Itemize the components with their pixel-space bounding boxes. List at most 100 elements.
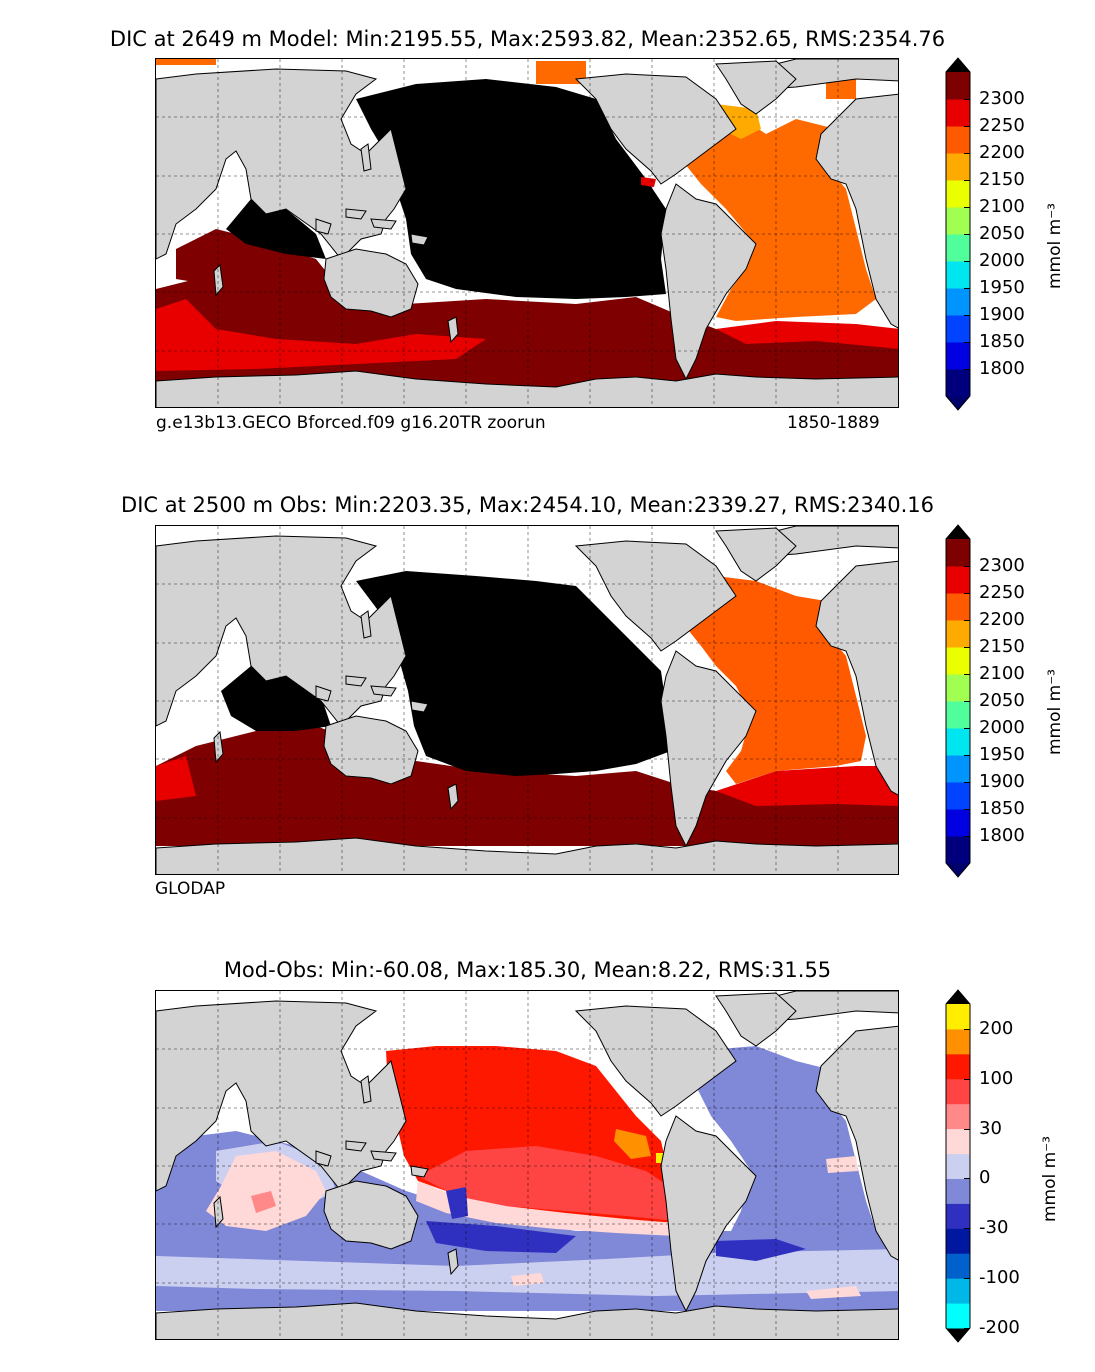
colorbar-tick-mark	[964, 234, 970, 235]
colorbar-tick-label: 2200	[979, 609, 1025, 630]
colorbar-segment	[946, 369, 970, 397]
diff-panel-title: Mod-Obs: Min:-60.08, Max:185.30, Mean:8.…	[223, 958, 832, 982]
colorbar-border	[945, 524, 971, 878]
colorbar-segment	[946, 1103, 970, 1130]
colorbar-tick-mark	[964, 315, 970, 316]
colorbar-segment	[946, 234, 970, 262]
colorbar-tick-mark	[964, 1028, 970, 1030]
model-caption-right: 1850-1889	[787, 413, 880, 433]
diff-map	[155, 990, 899, 1340]
colorbar-tick-label: 1950	[979, 744, 1025, 765]
model-pacific	[356, 79, 666, 299]
model-atlantic	[671, 99, 876, 321]
colorbar-tick-mark	[964, 647, 970, 648]
colorbar-segment	[946, 342, 970, 370]
colorbar-segment	[946, 1228, 970, 1254]
colorbar-segment	[946, 1178, 970, 1204]
colorbar-tick-mark	[964, 728, 970, 729]
colorbar-extend-high	[946, 525, 970, 539]
colorbar-tick-mark	[964, 1128, 970, 1130]
colorbar-segment	[946, 261, 970, 289]
colorbar-tick-mark	[964, 836, 970, 837]
colorbar-segment	[946, 701, 970, 729]
colorbar-tick-label: 1800	[979, 825, 1025, 846]
colorbar-segment	[946, 72, 970, 100]
colorbar-tick-mark	[964, 1328, 970, 1329]
diff-colorbar-svg	[945, 989, 971, 1343]
model-colorbar-unit: mmol m⁻³	[1045, 203, 1065, 289]
colorbar-tick-label: -100	[979, 1267, 1020, 1289]
colorbar-extend-high	[946, 990, 970, 1004]
colorbar-tick-label: 2000	[979, 717, 1025, 738]
colorbar-tick-mark	[964, 126, 970, 127]
colorbar-tick-label: 1800	[979, 358, 1025, 379]
model-panel-title: DIC at 2649 m Model: Min:2195.55, Max:25…	[109, 27, 946, 51]
diff-orange	[614, 1129, 651, 1159]
colorbar-extend-low	[946, 863, 970, 877]
obs-pacific	[356, 571, 671, 776]
obs-panel-title: DIC at 2500 m Obs: Min:2203.35, Max:2454…	[121, 493, 934, 517]
colorbar-tick-label: 2200	[979, 142, 1025, 163]
colorbar-segment	[946, 1253, 970, 1279]
obs-colorbar-unit: mmol m⁻³	[1045, 669, 1065, 755]
colorbar-segment	[946, 566, 970, 594]
colorbar-tick-label: 100	[979, 1067, 1014, 1089]
colorbar-segment	[946, 647, 970, 675]
colorbar-tick-mark	[964, 620, 970, 621]
colorbar-tick-mark	[964, 1078, 970, 1080]
colorbar-tick-mark	[964, 180, 970, 181]
colorbar-tick-mark	[964, 593, 970, 594]
colorbar-tick-label: 30	[979, 1117, 1002, 1139]
colorbar-tick-mark	[964, 1178, 970, 1180]
colorbar-segment	[946, 1078, 970, 1105]
colorbar-segment	[946, 1203, 970, 1229]
colorbar-tick-label: 2000	[979, 250, 1025, 271]
colorbar-tick-label: 2250	[979, 115, 1025, 136]
colorbar-tick-label: 1850	[979, 798, 1025, 819]
colorbar-tick-mark	[964, 809, 970, 810]
colorbar-segment	[946, 755, 970, 783]
colorbar-segment	[946, 153, 970, 181]
colorbar-border	[945, 57, 971, 411]
colorbar-tick-mark	[964, 153, 970, 154]
colorbar-tick-label: 2300	[979, 555, 1025, 576]
model-caption-left: g.e13b13.GECO Bforced.f09 g16.20TR zooru…	[156, 413, 546, 433]
colorbar-segment	[946, 207, 970, 235]
colorbar-tick-mark	[964, 566, 970, 567]
colorbar-segment	[946, 674, 970, 702]
colorbar-tick-label: 2050	[979, 690, 1025, 711]
colorbar-tick-mark	[964, 1228, 970, 1230]
colorbar-segment	[946, 728, 970, 756]
colorbar-segment	[946, 539, 970, 567]
colorbar-tick-label: 2300	[979, 88, 1025, 109]
colorbar-tick-mark	[964, 342, 970, 343]
colorbar-tick-label: 1900	[979, 771, 1025, 792]
colorbar-segment	[946, 99, 970, 127]
colorbar-segment	[946, 180, 970, 208]
colorbar-tick-mark	[964, 99, 970, 100]
colorbar-segment	[946, 1153, 970, 1179]
colorbar-border	[945, 989, 971, 1343]
colorbar-segment	[946, 126, 970, 154]
colorbar-tick-mark	[964, 207, 970, 208]
diff-colorbar-unit: mmol m⁻³	[1040, 1136, 1060, 1222]
colorbar-segment	[946, 315, 970, 343]
colorbar-tick-mark	[964, 782, 970, 783]
colorbar-tick-label: 2150	[979, 636, 1025, 657]
colorbar-tick-mark	[964, 288, 970, 289]
model-colorbar	[945, 57, 971, 411]
model-colorbar-svg	[945, 57, 971, 411]
obs-colorbar	[945, 524, 971, 878]
colorbar-tick-label: 1850	[979, 331, 1025, 352]
diff-dark-blue	[426, 1221, 576, 1253]
colorbar-segment	[946, 836, 970, 864]
colorbar-tick-label: 200	[979, 1017, 1014, 1039]
obs-map	[155, 525, 899, 875]
colorbar-tick-label: 2100	[979, 196, 1025, 217]
colorbar-segment	[946, 782, 970, 810]
colorbar-segment	[946, 1128, 970, 1155]
colorbar-tick-label: -200	[979, 1317, 1020, 1338]
colorbar-tick-label: 2250	[979, 582, 1025, 603]
colorbar-segment	[946, 1053, 970, 1080]
colorbar-tick-mark	[964, 369, 970, 370]
